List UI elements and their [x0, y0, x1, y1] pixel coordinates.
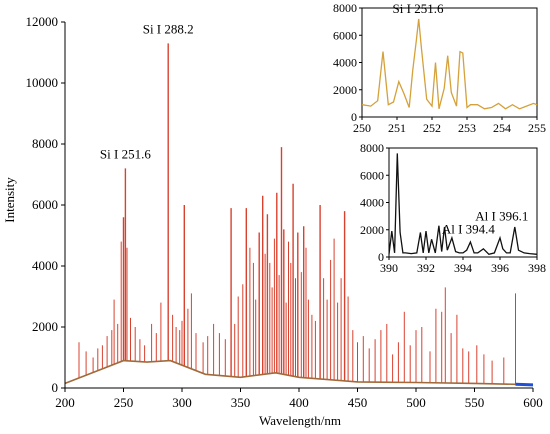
inset-si-y-tick-label-0: 0: [351, 110, 357, 124]
y-tick-label-4000: 4000: [32, 258, 58, 273]
x-tick-label-300: 300: [172, 395, 192, 410]
y-tick-label-12000: 12000: [26, 14, 59, 29]
x-tick-label-250: 250: [114, 395, 134, 410]
inset-al-frame: [388, 147, 538, 258]
x-tick-label-350: 350: [231, 395, 251, 410]
inset-al-series-line: [388, 153, 538, 256]
inset-si-x-tick-label-255: 255: [528, 121, 546, 135]
inset-al-y-tick-label-0: 0: [378, 250, 384, 264]
main-annotation-1: Si I 251.6: [100, 146, 151, 161]
inset-si-x-tick-label-251: 251: [388, 121, 406, 135]
x-tick-label-600: 600: [523, 395, 543, 410]
main-axes: 200 250 300 350 400 450 500 550 6000200040006000…: [26, 14, 543, 410]
y-tick-label-8000: 8000: [32, 136, 58, 151]
inset-al-y-tick-label-4000: 4000: [360, 196, 384, 210]
inset-al-chart: 390 392 394 396 398 0 2000 4000 6000 8000 Al I 396…: [360, 141, 546, 275]
inset-al-y-tick-label-2000: 2000: [360, 223, 384, 237]
inset-al-y-tick-label-8000: 8000: [360, 141, 384, 155]
inset-si-y-tick-label-4000: 4000: [333, 56, 357, 70]
x-tick-label-500: 500: [406, 395, 426, 410]
x-tick-label-200: 200: [55, 395, 75, 410]
inset-si-frame: [361, 7, 538, 118]
inset-al-annotation-0: Al I 396.1: [475, 209, 528, 224]
inset-si-series-line: [361, 18, 538, 110]
inset-al-x-tick-label-398: 398: [528, 261, 546, 275]
inset-al-y-tick-label-6000: 6000: [360, 168, 384, 182]
y-tick-label-6000: 6000: [32, 197, 58, 212]
inset-si-y-tick-label-8000: 8000: [333, 1, 357, 15]
x-tick-label-550: 550: [465, 395, 485, 410]
y-tick-label-2000: 2000: [32, 319, 58, 334]
x-tick-label-400: 400: [289, 395, 309, 410]
inset-al-x-tick-label-392: 392: [417, 261, 435, 275]
inset-si-y-tick-label-6000: 6000: [333, 28, 357, 42]
spectrum-tail: [515, 382, 534, 387]
inset-al-x-tick-label-394: 394: [454, 261, 472, 275]
main-spectrum-chart: 200 250 300 350 400 450 500 550 6000200040006000…: [2, 14, 543, 428]
y-tick-label-10000: 10000: [26, 75, 59, 90]
main-annotations: Si I 288.2 Si I 251.6: [100, 21, 194, 161]
inset-al-annotation-1: Al I 394.4: [442, 222, 496, 237]
main-annotation-0: Si I 288.2: [143, 21, 194, 36]
inset-al-x-tick-label-390: 390: [380, 261, 398, 275]
inset-si-x-tick-label-250: 250: [353, 121, 371, 135]
y-axis-title: Intensity: [2, 177, 17, 223]
inset-si-x-tick-label-253: 253: [458, 121, 476, 135]
continuum-baseline: [64, 359, 534, 386]
y-tick-label-0: 0: [52, 380, 59, 395]
x-tick-label-450: 450: [348, 395, 368, 410]
x-axis-title: Wavelength/nm: [259, 413, 341, 428]
inset-si-x-tick-label-254: 254: [493, 121, 511, 135]
inset-si-y-tick-label-2000: 2000: [333, 83, 357, 97]
inset-si-annotation-0: Si I 251.6: [393, 1, 444, 16]
inset-al-x-tick-label-396: 396: [491, 261, 509, 275]
main-spectrum-series: [64, 43, 534, 387]
inset-si-chart: 250 251 252 253 254 255 0 2000 4000 6000 8000 Si I …: [333, 1, 546, 135]
inset-si-x-tick-label-252: 252: [423, 121, 441, 135]
